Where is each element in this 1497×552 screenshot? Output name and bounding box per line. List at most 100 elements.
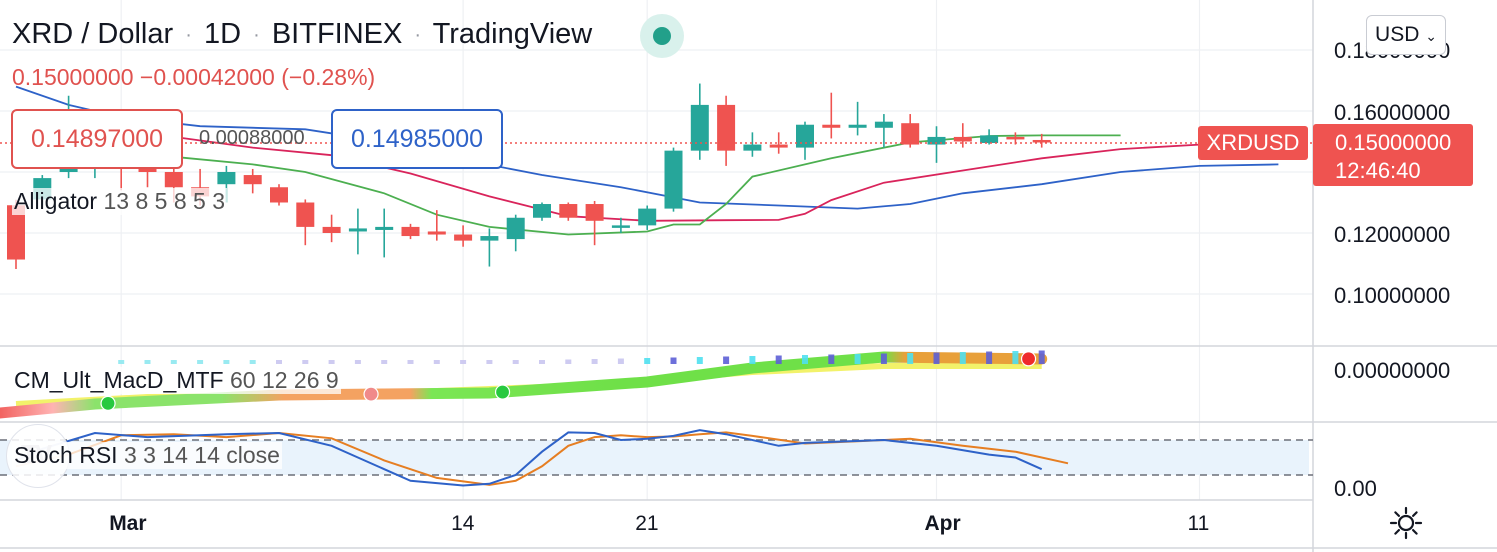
macd-histogram-bar [775,355,782,364]
y-tick: 0.10000000 [1334,283,1451,308]
candle-body [980,135,999,144]
candle-body [690,104,709,151]
macd-histogram-bar [723,356,730,364]
candle [454,225,473,247]
last-price-tag: 0.15000000 12:46:40 [1313,124,1473,186]
candle-body [559,204,578,218]
ohlc-readout: 0.15000000 −0.00042000 (−0.28%) [12,64,375,91]
macd-histogram-bar [460,360,467,364]
candle-body [480,236,499,241]
gear-icon[interactable] [1388,505,1424,541]
macd-histogram-bar [276,360,282,364]
candle-body [533,204,551,218]
time-tick: Mar [109,512,147,535]
macd-histogram-bar [591,359,598,364]
alligator-name: Alligator [14,188,98,214]
time-tick: Apr [924,512,961,535]
alligator-legend[interactable]: Alligator 13 8 5 8 5 3 [12,188,227,215]
stoch-name: Stoch RSI [14,442,118,468]
time-tick: 14 [451,512,475,535]
candle [270,184,288,206]
candle-body [848,124,867,128]
candle [822,92,841,139]
currency-select[interactable]: USD ⌄ [1366,15,1446,55]
interval-label[interactable]: 1D [203,18,242,50]
candle [243,168,262,194]
macd-plot [0,350,1048,419]
candle-body [1006,136,1025,140]
alligator-params: 13 8 5 8 5 3 [103,188,226,214]
candle-body [322,226,341,233]
candle-body [901,123,920,145]
macd-histogram-bar [328,360,335,364]
macd-histogram-bar [880,353,887,364]
stoch-k-line [15,429,1043,487]
candle-body [454,234,473,241]
macd-histogram-bar [354,360,361,364]
chart-header: XRD / Dollar · 1D · BITFINEX · TradingVi… [12,18,593,50]
candle [585,200,604,246]
candle [348,208,367,255]
macd-histogram-bar [1038,350,1045,364]
macd-histogram-bar [512,360,519,364]
candle-body [611,225,630,228]
chevron-down-icon: ⌄ [1425,28,1437,44]
candle-body [401,226,420,237]
candle-body [796,124,814,148]
spread-value: 0.00088000 [199,127,305,149]
stoch-legend[interactable]: Stoch RSI 3 3 14 14 close [12,442,282,469]
candle [848,101,867,136]
macd-histogram-bar [696,357,703,364]
ohlc-change: −0.00042000 (−0.28%) [139,64,376,90]
macd-histogram-bar [539,360,545,364]
candle [743,132,762,157]
candle-body [1032,139,1051,143]
candle [480,228,499,267]
macd-histogram-bar [644,358,651,364]
candle [874,114,893,148]
candle-body [717,104,736,151]
last-price: 0.15000000 [1335,130,1452,155]
buy-price-button[interactable]: 0.14985000 [331,109,503,169]
market-status-icon[interactable] [640,14,684,58]
macd-histogram-bar [749,356,756,364]
candle-body [638,208,657,226]
candle-body [585,204,604,221]
candle [690,83,709,160]
candle [375,208,394,258]
y-tick: 0.12000000 [1334,222,1451,247]
macd-histogram-bar [617,358,624,364]
macd-histogram-bar [302,360,309,364]
candle [638,205,657,230]
macd-cross-dot [1020,351,1037,367]
candle-body [348,228,367,232]
candle [1032,133,1051,148]
macd-cross-dot [100,395,116,411]
macd-histogram-bar [407,360,414,364]
source-label: TradingView [432,18,593,50]
candle [559,202,578,221]
macd-histogram-bar [170,360,177,364]
candle [980,129,999,145]
candle [296,199,315,246]
candle [953,123,972,148]
candle [769,132,788,154]
candle [717,95,736,166]
candle [533,202,551,221]
sell-price-button[interactable]: 0.14897000 [11,109,183,169]
candle [322,214,341,243]
candle [796,121,814,160]
candle [664,147,683,212]
macd-histogram-bar [670,357,677,364]
macd-legend[interactable]: CM_Ult_MacD_MTF 60 12 26 9 [12,367,341,394]
macd-histogram-bar [959,352,966,364]
candle-body [270,187,288,203]
alligator-teeth-line [15,117,1253,222]
macd-histogram-bar [565,359,572,364]
y-tick: 0.16000000 [1334,100,1451,125]
candle-body [664,150,683,209]
macd-histogram-bar [249,360,256,364]
symbol-title[interactable]: XRD / Dollar [12,18,174,50]
macd-cross-dot [363,386,379,402]
